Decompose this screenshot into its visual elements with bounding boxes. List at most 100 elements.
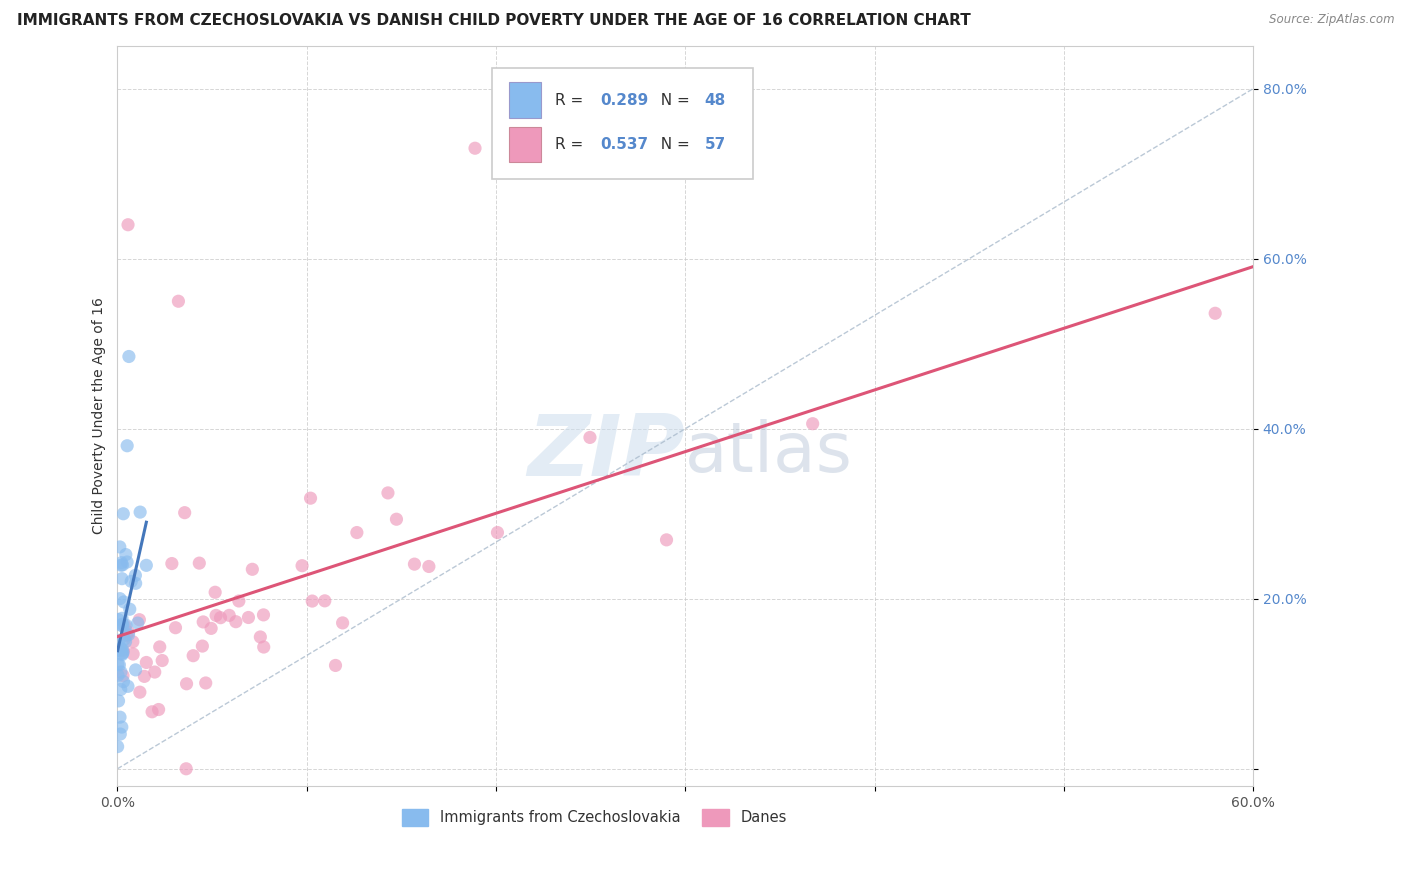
- Point: [110, 558, 132, 573]
- Point: [150, 654, 173, 668]
- Point: [135, 558, 157, 573]
- Text: 0.289: 0.289: [600, 93, 648, 108]
- Point: [579, 430, 602, 444]
- Point: [112, 645, 135, 659]
- Point: [110, 641, 132, 656]
- Point: [118, 350, 141, 364]
- Point: [238, 610, 260, 624]
- Point: [124, 576, 146, 591]
- Point: [188, 556, 211, 570]
- Point: [252, 607, 274, 622]
- Point: [225, 615, 247, 629]
- Point: [111, 619, 134, 633]
- Point: [114, 548, 136, 562]
- Point: [108, 643, 131, 657]
- Point: [122, 634, 145, 648]
- Point: [110, 618, 132, 632]
- Point: [112, 643, 135, 657]
- Point: [111, 642, 134, 657]
- Point: [128, 685, 150, 699]
- Point: [253, 640, 276, 654]
- Point: [486, 525, 509, 540]
- Point: [124, 568, 146, 582]
- Point: [108, 591, 131, 606]
- Point: [377, 486, 399, 500]
- Point: [464, 141, 486, 155]
- Point: [112, 674, 135, 689]
- Point: [314, 594, 336, 608]
- Point: [114, 634, 136, 648]
- Point: [112, 668, 135, 682]
- Point: [117, 625, 139, 640]
- Point: [115, 439, 138, 453]
- Point: [124, 663, 146, 677]
- Point: [135, 656, 157, 670]
- Point: [112, 632, 135, 647]
- Point: [167, 294, 190, 309]
- Point: [165, 621, 187, 635]
- Point: [174, 762, 197, 776]
- Point: [1204, 306, 1226, 320]
- Text: ZIP: ZIP: [527, 411, 685, 494]
- Point: [115, 628, 138, 642]
- Point: [249, 630, 271, 644]
- Point: [200, 621, 222, 635]
- Point: [143, 665, 166, 679]
- Text: R =: R =: [554, 137, 588, 152]
- Point: [205, 608, 228, 623]
- Legend: Immigrants from Czechoslovakia, Danes: Immigrants from Czechoslovakia, Danes: [396, 803, 793, 831]
- Point: [149, 640, 172, 654]
- Point: [110, 682, 132, 697]
- Point: [291, 558, 314, 573]
- Text: N =: N =: [651, 93, 695, 108]
- Point: [301, 594, 323, 608]
- Point: [128, 613, 150, 627]
- Point: [115, 555, 138, 569]
- Point: [117, 679, 139, 693]
- Point: [655, 533, 678, 547]
- Point: [120, 574, 142, 589]
- Point: [204, 585, 226, 599]
- Text: 57: 57: [704, 137, 725, 152]
- Point: [108, 710, 131, 724]
- Point: [218, 608, 240, 623]
- Point: [111, 648, 134, 662]
- Point: [114, 619, 136, 633]
- Point: [111, 572, 134, 586]
- Point: [209, 610, 232, 624]
- Point: [111, 647, 134, 661]
- Point: [117, 218, 139, 232]
- Point: [112, 507, 135, 521]
- Text: N =: N =: [651, 137, 695, 152]
- Point: [240, 562, 263, 576]
- Point: [118, 602, 141, 616]
- Point: [107, 612, 129, 626]
- Text: IMMIGRANTS FROM CZECHOSLOVAKIA VS DANISH CHILD POVERTY UNDER THE AGE OF 16 CORRE: IMMIGRANTS FROM CZECHOSLOVAKIA VS DANISH…: [17, 13, 970, 29]
- Point: [325, 658, 347, 673]
- Text: Source: ZipAtlas.com: Source: ZipAtlas.com: [1270, 13, 1395, 27]
- Point: [129, 505, 152, 519]
- Point: [110, 727, 132, 741]
- Point: [107, 657, 129, 672]
- Point: [173, 506, 195, 520]
- Point: [117, 628, 139, 642]
- Point: [141, 705, 163, 719]
- Text: 48: 48: [704, 93, 725, 108]
- Point: [193, 615, 215, 629]
- Point: [122, 647, 145, 661]
- Point: [110, 665, 132, 679]
- Point: [176, 677, 198, 691]
- Point: [111, 558, 134, 572]
- Point: [385, 512, 408, 526]
- Point: [801, 417, 824, 431]
- Y-axis label: Child Poverty Under the Age of 16: Child Poverty Under the Age of 16: [93, 298, 107, 534]
- Point: [110, 556, 132, 570]
- Text: atlas: atlas: [685, 419, 853, 486]
- Point: [127, 616, 149, 631]
- FancyBboxPatch shape: [509, 82, 541, 118]
- FancyBboxPatch shape: [509, 127, 541, 162]
- FancyBboxPatch shape: [492, 69, 754, 179]
- Point: [107, 739, 129, 754]
- Point: [134, 669, 156, 683]
- Point: [148, 702, 170, 716]
